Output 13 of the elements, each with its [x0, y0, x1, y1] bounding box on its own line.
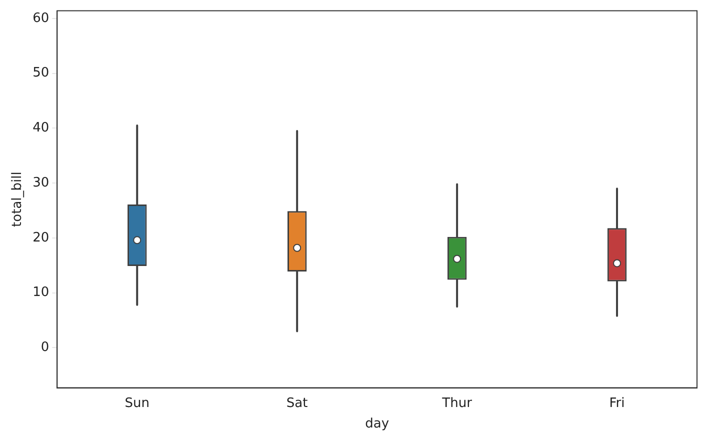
y-tick-label: 10	[32, 285, 50, 300]
x-tick-label: Sun	[124, 396, 150, 411]
x-tick-label: Sat	[286, 396, 308, 411]
y-tick-label: 60	[32, 10, 50, 26]
y-tick-label: 20	[32, 230, 50, 246]
x-tick-label: Thur	[441, 396, 473, 411]
y-tick-label: 0	[40, 340, 50, 356]
y-tick-label: 50	[32, 66, 50, 81]
x-axis-title: day	[365, 416, 390, 432]
y-tick-label: 30	[32, 175, 50, 190]
y-axis-title: total_bill	[10, 172, 26, 227]
y-tick-label: 40	[32, 120, 50, 136]
x-tick-label: Fri	[609, 396, 625, 411]
